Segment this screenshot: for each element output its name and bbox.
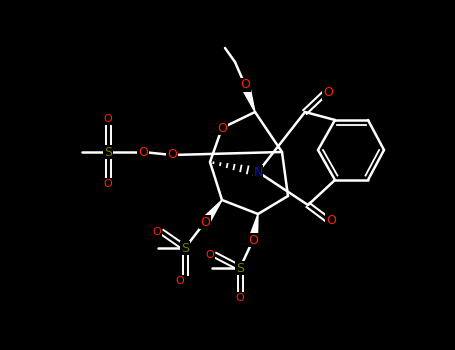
Text: S: S [236,261,244,274]
Text: O: O [104,114,112,124]
Text: O: O [152,227,162,237]
Text: O: O [326,214,336,226]
Text: O: O [200,216,210,229]
Polygon shape [248,214,258,241]
Text: O: O [236,293,244,303]
Text: N: N [253,166,263,178]
Text: O: O [248,233,258,246]
Text: S: S [181,241,189,254]
Text: O: O [323,86,333,99]
Polygon shape [202,200,222,225]
Text: O: O [138,146,148,159]
Text: O: O [240,78,250,91]
Text: O: O [104,179,112,189]
Text: O: O [167,148,177,161]
Text: O: O [217,121,227,134]
Polygon shape [241,83,255,112]
Text: S: S [104,146,112,159]
Text: O: O [176,276,184,286]
Text: O: O [206,250,214,260]
